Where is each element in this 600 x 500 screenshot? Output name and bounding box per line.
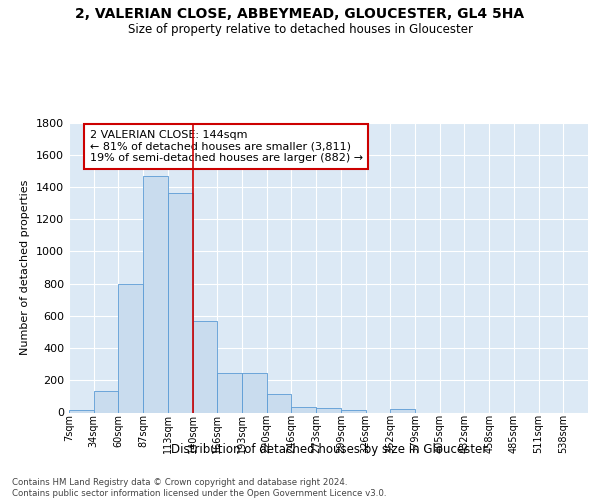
Bar <box>316 408 341 412</box>
Bar <box>390 410 415 412</box>
Text: 2, VALERIAN CLOSE, ABBEYMEAD, GLOUCESTER, GL4 5HA: 2, VALERIAN CLOSE, ABBEYMEAD, GLOUCESTER… <box>76 8 524 22</box>
Text: Distribution of detached houses by size in Gloucester: Distribution of detached houses by size … <box>170 442 487 456</box>
Bar <box>217 373 242 412</box>
Bar <box>193 320 217 412</box>
Text: Size of property relative to detached houses in Gloucester: Size of property relative to detached ho… <box>128 22 473 36</box>
Text: 2 VALERIAN CLOSE: 144sqm
← 81% of detached houses are smaller (3,811)
19% of sem: 2 VALERIAN CLOSE: 144sqm ← 81% of detach… <box>90 130 363 163</box>
Bar <box>168 194 193 412</box>
Bar <box>242 373 267 412</box>
Bar <box>292 407 316 412</box>
Bar <box>267 394 292 412</box>
Y-axis label: Number of detached properties: Number of detached properties <box>20 180 31 355</box>
Bar <box>341 410 365 412</box>
Bar <box>143 176 168 412</box>
Bar <box>118 284 143 412</box>
Text: Contains HM Land Registry data © Crown copyright and database right 2024.
Contai: Contains HM Land Registry data © Crown c… <box>12 478 386 498</box>
Bar <box>69 410 94 412</box>
Bar <box>94 391 118 412</box>
